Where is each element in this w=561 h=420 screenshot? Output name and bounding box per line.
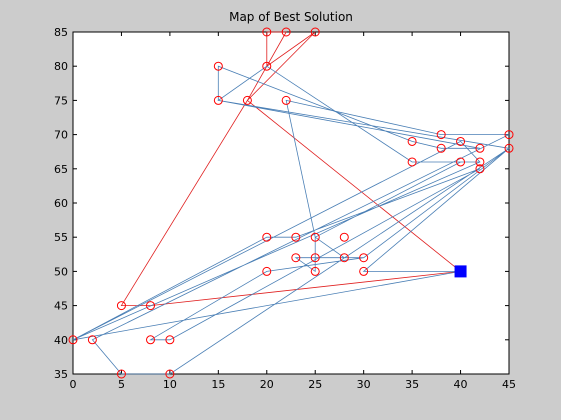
x-tick-label: 20	[260, 378, 274, 391]
depot-marker	[454, 265, 467, 278]
x-tick-label: 45	[502, 378, 516, 391]
depot-layer	[454, 265, 467, 278]
chart-title: Map of Best Solution	[229, 10, 353, 24]
customer-point	[116, 369, 126, 379]
customer-point	[87, 335, 97, 345]
customer-point	[68, 335, 78, 345]
customer-point	[146, 335, 156, 345]
customer-point	[262, 232, 272, 242]
customer-point	[436, 143, 446, 153]
x-tick-label: 30	[357, 378, 371, 391]
customer-point	[407, 157, 417, 167]
customer-markers	[68, 27, 514, 379]
customer-point	[281, 27, 291, 37]
y-tick-label: 80	[54, 60, 68, 73]
y-tick-label: 70	[54, 129, 68, 142]
y-tick-label: 40	[54, 334, 68, 347]
customer-point	[359, 266, 369, 276]
y-tick-label: 50	[54, 265, 68, 278]
customer-point	[407, 136, 417, 146]
customer-point	[291, 253, 301, 263]
customer-point	[213, 61, 223, 71]
customer-point	[339, 232, 349, 242]
customer-point	[116, 301, 126, 311]
route-lines	[72, 31, 510, 375]
y-tick-label: 45	[54, 300, 68, 313]
customer-point	[281, 95, 291, 105]
customer-point	[456, 157, 466, 167]
y-tick-label: 35	[54, 368, 68, 381]
customer-point	[262, 266, 272, 276]
y-tick-label: 75	[54, 94, 68, 107]
customer-point	[310, 253, 320, 263]
x-tick-label: 25	[308, 378, 322, 391]
y-tick-label: 60	[54, 197, 68, 210]
customer-point	[456, 136, 466, 146]
x-tick-label: 40	[454, 378, 468, 391]
plot-area	[72, 31, 510, 375]
customer-point	[310, 266, 320, 276]
customer-point	[165, 369, 175, 379]
customer-point	[436, 130, 446, 140]
y-tick-label: 85	[54, 26, 68, 39]
x-tick-label: 10	[163, 378, 177, 391]
customer-point	[262, 61, 272, 71]
customer-point	[475, 143, 485, 153]
customer-point	[475, 157, 485, 167]
customer-point	[504, 143, 514, 153]
x-tick-label: 5	[118, 378, 125, 391]
customer-point	[339, 253, 349, 263]
axis-ticks: 0 5 10 15 20 25 30 35 40 45 35 40 45 50 55 60 65 70 75 80 85	[54, 26, 516, 391]
customer-point	[310, 232, 320, 242]
route-line-blue	[72, 65, 510, 375]
customer-point	[242, 95, 252, 105]
customer-point	[310, 27, 320, 37]
y-tick-label: 55	[54, 231, 68, 244]
customer-point	[213, 95, 223, 105]
customer-point	[146, 301, 156, 311]
x-tick-label: 0	[70, 378, 77, 391]
customer-point	[359, 253, 369, 263]
customer-point	[165, 335, 175, 345]
customer-point	[475, 164, 485, 174]
y-tick-label: 65	[54, 163, 68, 176]
customer-point	[504, 130, 514, 140]
x-tick-label: 35	[405, 378, 419, 391]
customer-point	[262, 27, 272, 37]
customer-point	[291, 232, 301, 242]
x-tick-label: 15	[211, 378, 225, 391]
